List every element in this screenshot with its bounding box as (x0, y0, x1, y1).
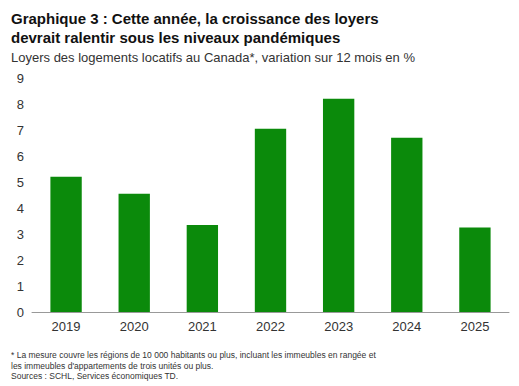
svg-text:2023: 2023 (324, 319, 353, 334)
svg-text:0: 0 (17, 305, 24, 320)
svg-text:5: 5 (17, 175, 24, 190)
svg-text:2020: 2020 (120, 319, 149, 334)
svg-text:Sources : SCHL, Services écono: Sources : SCHL, Services économiques TD. (11, 371, 178, 381)
svg-text:2022: 2022 (256, 319, 285, 334)
svg-text:6: 6 (17, 149, 24, 164)
svg-text:7: 7 (17, 123, 24, 138)
svg-text:2019: 2019 (52, 319, 81, 334)
svg-text:1: 1 (17, 279, 24, 294)
svg-text:* La mesure couvre les régions: * La mesure couvre les régions de 10 000… (11, 350, 378, 360)
svg-text:2: 2 (17, 253, 24, 268)
svg-text:Graphique 3 : Cette année, la: Graphique 3 : Cette année, la croissance… (11, 10, 383, 27)
svg-text:3: 3 (17, 227, 24, 242)
svg-text:8: 8 (17, 97, 24, 112)
svg-text:2025: 2025 (460, 319, 489, 334)
svg-text:Loyers des logements locatifs: Loyers des logements locatifs au Canada*… (11, 50, 415, 65)
svg-text:4: 4 (17, 201, 24, 216)
svg-text:9: 9 (17, 71, 24, 86)
svg-text:les immeubles d'appartements d: les immeubles d'appartements de trois un… (11, 361, 213, 371)
svg-text:2024: 2024 (392, 319, 421, 334)
svg-text:devrait ralentir sous les nive: devrait ralentir sous les niveaux pandém… (11, 29, 340, 46)
svg-text:2021: 2021 (188, 319, 217, 334)
